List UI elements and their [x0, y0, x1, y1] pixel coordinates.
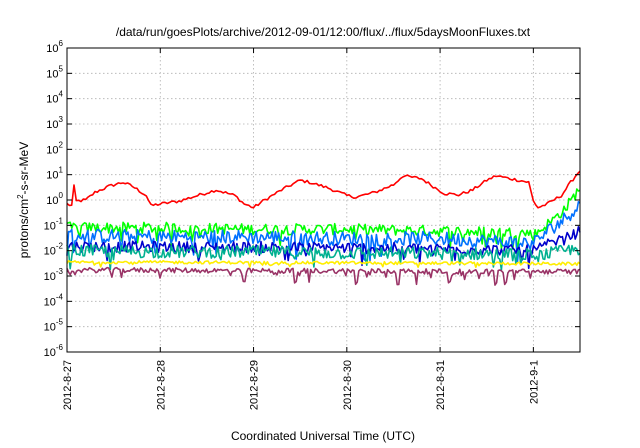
y-axis-label: protons/cm2-s-sr-MeV [16, 142, 31, 258]
series-line-7 [66, 266, 581, 286]
y-tick-label: 104 [46, 90, 63, 106]
x-tick-label: 2012-8-30 [342, 360, 354, 410]
series-line-6 [66, 259, 581, 269]
x-tick-label: 2012-8-28 [155, 360, 167, 410]
chart-title: /data/run/goesPlots/archive/2012-09-01/1… [116, 25, 531, 39]
y-tick-label: 106 [46, 39, 63, 55]
y-tick-label: 105 [46, 64, 63, 80]
y-tick-label: 102 [46, 140, 63, 156]
x-tick-label: 2012-8-27 [62, 360, 74, 410]
y-tick-label: 10-4 [44, 292, 64, 308]
y-axis-ticks: 10-6 10-5 10-4 10-3 10-2 10-1 100 101 102 103 104 1… [44, 39, 580, 359]
y-tick-label: 103 [46, 115, 63, 131]
x-tick-label: 2012-8-29 [249, 360, 261, 410]
series-line-2 [66, 188, 581, 252]
y-tick-label: 10-5 [44, 318, 64, 334]
y-tick-label: 101 [46, 166, 63, 182]
series-line-3 [66, 201, 581, 263]
x-axis-label: Coordinated Universal Time (UTC) [231, 429, 415, 443]
y-tick-label: 10-2 [44, 242, 64, 258]
y-tick-label: 10-6 [44, 343, 64, 359]
y-tick-label: 10-3 [44, 267, 64, 283]
x-tick-label: 2012-8-31 [435, 360, 447, 410]
x-axis-ticks: 2012-8-27 2012-8-28 2012-8-29 2012-8-30 2012… [62, 48, 540, 410]
series-group [66, 170, 581, 286]
series-line-5 [66, 243, 581, 271]
x-tick-label: 2012-9-1 [528, 360, 540, 404]
y-tick-label: 10-1 [44, 216, 64, 232]
y-tick-label: 100 [46, 191, 63, 207]
series-line-1 [66, 170, 581, 209]
grid [67, 48, 580, 352]
